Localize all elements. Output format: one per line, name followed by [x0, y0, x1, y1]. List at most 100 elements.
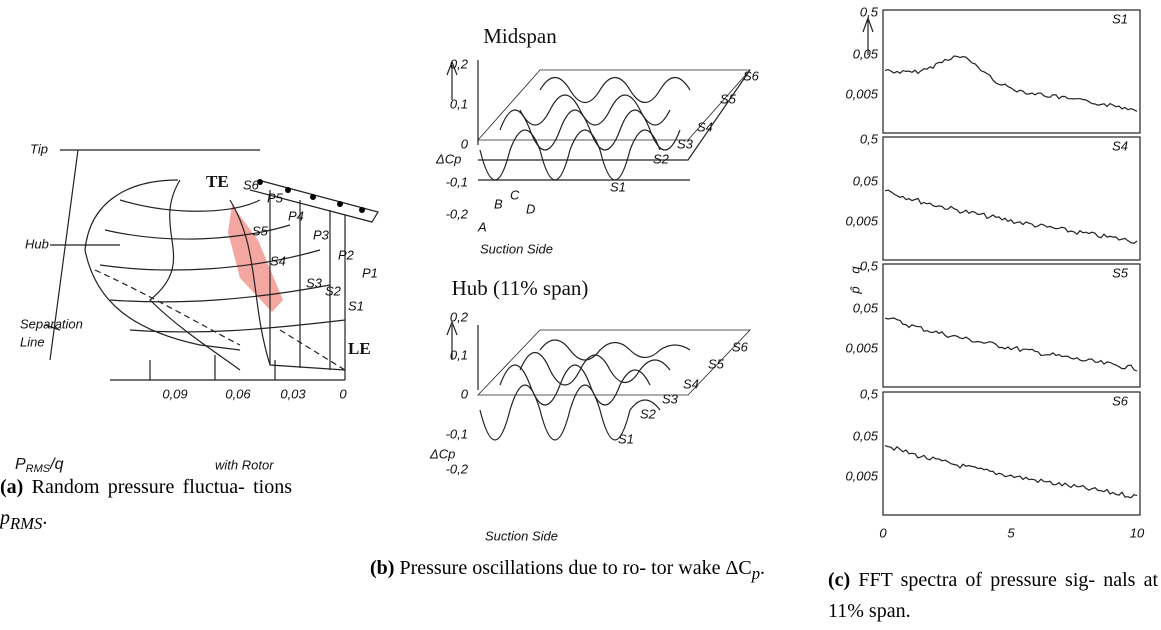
y-tick-label: 0,5: [860, 258, 879, 273]
y-tick-label: 0,05: [853, 300, 879, 315]
x-tick-label: 0: [879, 525, 887, 540]
y-tick-label: 0,005: [845, 86, 878, 101]
axis-label-part: /q: [49, 456, 63, 473]
caption-text: Pressure oscillations due to ro- tor wak…: [399, 557, 726, 579]
caption-symbol: ΔC: [725, 557, 752, 579]
x-axis-label: Suction Side: [485, 528, 558, 543]
station-label: S1: [610, 179, 626, 194]
station-label: S5: [252, 223, 269, 238]
blade-sketch: [44, 149, 379, 381]
plot-frame: [882, 391, 1141, 516]
station-label: S6: [732, 339, 749, 354]
region-label: Line: [20, 334, 45, 349]
marker-label: B: [494, 196, 503, 211]
y-tick-label: 0,05: [853, 46, 879, 61]
axis-tick-label: 0,03: [280, 386, 306, 401]
axis-tick-label: 0,09: [162, 386, 187, 401]
caption-a: (a) Random pressure fluctua- tions pRMS.: [0, 472, 292, 539]
plot-title: Midspan: [483, 24, 557, 48]
wake-ribbons: [446, 60, 751, 441]
y-tick-label: -0,2: [446, 461, 469, 476]
station-label: S3: [662, 391, 679, 406]
plot-label: S1: [1112, 11, 1128, 26]
y-tick-label: 0,005: [845, 468, 878, 483]
station-label: S5: [708, 356, 725, 371]
station-label: S6: [243, 177, 260, 192]
x-axis-label: Suction Side: [480, 241, 553, 256]
y-tick-label: 0,2: [450, 309, 469, 324]
marker-label: C: [510, 187, 520, 202]
station-label: S2: [653, 151, 670, 166]
spectrum-line: [884, 189, 1138, 244]
station-label: S4: [697, 119, 713, 134]
y-tick-label: 0: [461, 386, 469, 401]
region-label: Separation: [20, 316, 83, 331]
y-axis-label: ΔCp: [435, 151, 461, 166]
station-label: P3: [313, 227, 330, 242]
y-tick-label: 0: [461, 136, 469, 151]
y-tick-label: 0,05: [853, 173, 879, 188]
caption-text: FFT spectra of pressure sig- nals at 11%…: [828, 569, 1159, 622]
axis-label-part: P: [15, 456, 26, 473]
spectrum-line: [884, 317, 1138, 372]
edge-label: TE: [206, 172, 229, 191]
x-tick-label: 10: [1130, 525, 1145, 540]
caption-tag: (c): [828, 569, 851, 591]
y-tick-label: 0,05: [853, 428, 879, 443]
caption-end: .: [42, 507, 48, 529]
caption-sub: p: [751, 564, 761, 583]
plot-frame: [882, 136, 1141, 261]
plot-label: S5: [1112, 265, 1129, 280]
y-axis-label: ΔCp: [429, 446, 455, 461]
caption-tag: (b): [370, 557, 395, 579]
station-label: P1: [362, 265, 378, 280]
station-label: S1: [618, 431, 634, 446]
plot-frame: [882, 263, 1141, 388]
axis-label: PRMS/q: [15, 456, 64, 475]
station-label: S3: [677, 136, 694, 151]
y-tick-label: -0,1: [446, 174, 468, 189]
y-tick-label: 0,2: [450, 56, 469, 71]
axis-label-part: RMS: [26, 463, 51, 475]
caption-b: (b) Pressure oscillations due to ro- tor…: [370, 553, 788, 589]
station-label: P5: [267, 190, 284, 205]
caption-c: (c) FFT spectra of pressure sig- nals at…: [828, 565, 1158, 627]
y-axis-label: p̂: [847, 286, 862, 295]
plot-title: Hub (11% span): [452, 276, 589, 300]
y-tick-label: 0,5: [860, 131, 879, 146]
station-label: P2: [338, 247, 355, 262]
y-tick-label: 0,005: [845, 213, 878, 228]
y-tick-label: 0,1: [450, 347, 468, 362]
x-tick-label: 5: [1007, 525, 1015, 540]
plot-frame: [882, 9, 1141, 134]
station-label: S2: [640, 406, 657, 421]
region-label: Tip: [30, 141, 48, 156]
plot-label: S6: [1112, 393, 1129, 408]
axis-tick-label: 0,06: [225, 386, 251, 401]
caption-end: .: [760, 557, 766, 579]
y-axis-label: q: [847, 266, 862, 274]
spectrum-line: [884, 445, 1138, 499]
y-tick-label: 0,1: [450, 96, 468, 111]
station-label: S5: [720, 91, 737, 106]
edge-label: LE: [348, 339, 371, 358]
caption-symbol: p: [0, 507, 10, 529]
station-label: S1: [348, 298, 364, 313]
caption-sub: RMS: [10, 514, 43, 533]
y-tick-label: -0,2: [446, 206, 469, 221]
caption-text: Random pressure fluctua- tions: [31, 476, 293, 498]
spectrum-line: [884, 55, 1138, 112]
axis-tick-label: 0: [339, 386, 347, 401]
region-label: Hub: [25, 236, 49, 251]
y-tick-label: 0,005: [845, 340, 878, 355]
plot-label: S4: [1112, 138, 1128, 153]
station-label: S6: [743, 68, 760, 83]
station-label: S3: [306, 275, 323, 290]
marker-label: D: [526, 201, 535, 216]
y-tick-label: -0,1: [446, 426, 468, 441]
spectra: [862, 9, 1141, 516]
y-tick-label: 0,5: [860, 386, 879, 401]
station-label: S4: [270, 253, 286, 268]
